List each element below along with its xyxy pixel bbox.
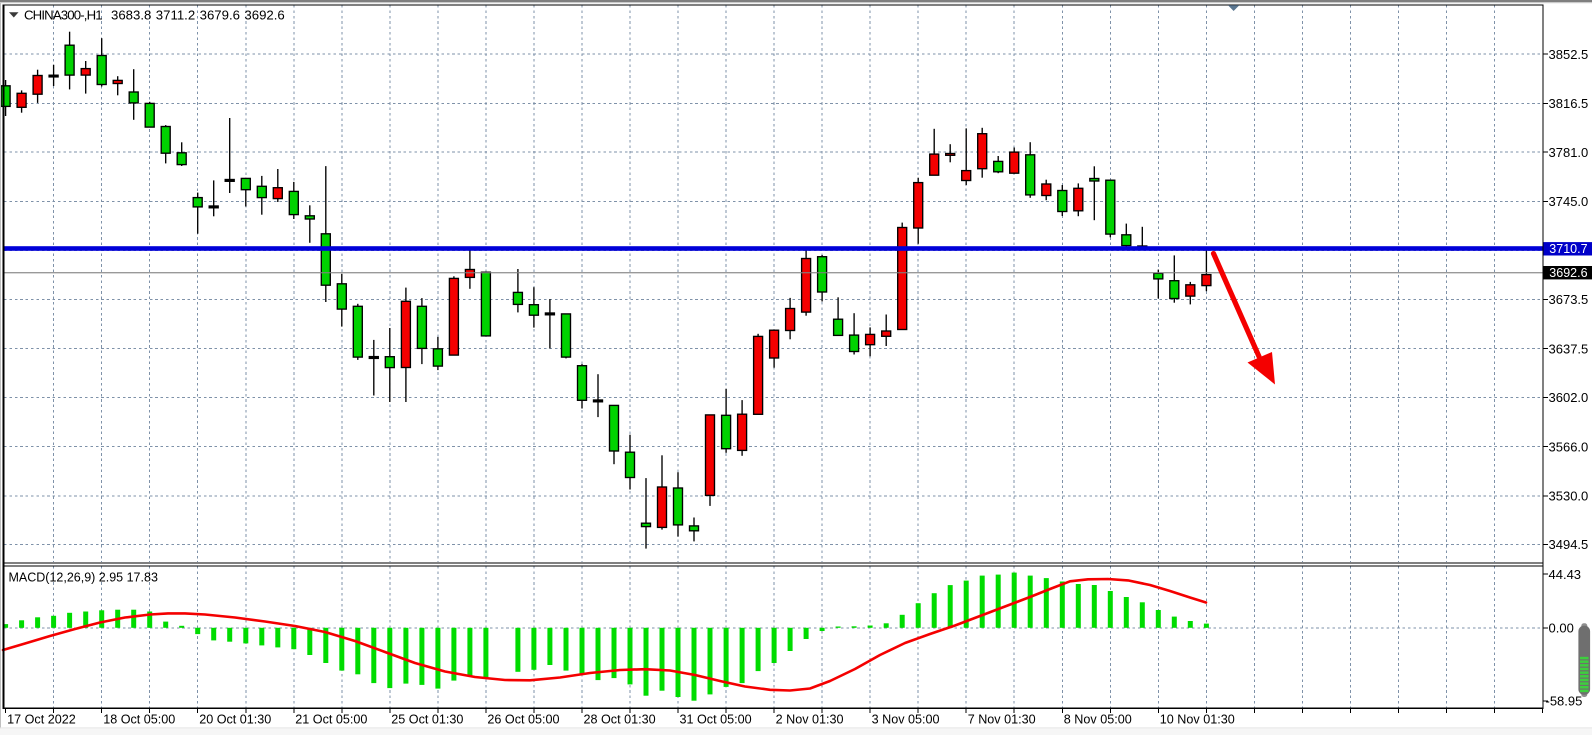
- svg-text:3 Nov 05:00: 3 Nov 05:00: [872, 713, 940, 727]
- svg-text:28 Oct 01:30: 28 Oct 01:30: [584, 713, 656, 727]
- svg-text:3692.6: 3692.6: [1549, 266, 1587, 280]
- svg-text:10 Nov 01:30: 10 Nov 01:30: [1160, 713, 1235, 727]
- svg-text:3494.5: 3494.5: [1549, 537, 1589, 552]
- svg-text:8 Nov 05:00: 8 Nov 05:00: [1064, 713, 1132, 727]
- svg-text:-58.95: -58.95: [1546, 694, 1583, 709]
- svg-text:44.43: 44.43: [1549, 567, 1582, 582]
- svg-text:3673.5: 3673.5: [1549, 292, 1589, 307]
- svg-text:3683.8 3711.2 3679.6 3692.6: 3683.8 3711.2 3679.6 3692.6: [111, 8, 285, 23]
- svg-text:0.00: 0.00: [1549, 621, 1574, 636]
- svg-text:3710.7: 3710.7: [1549, 242, 1587, 256]
- svg-text:7 Nov 01:30: 7 Nov 01:30: [968, 713, 1036, 727]
- svg-text:31 Oct 05:00: 31 Oct 05:00: [680, 713, 752, 727]
- svg-text:3602.0: 3602.0: [1549, 390, 1589, 405]
- svg-text:CHINA300-,H1: CHINA300-,H1: [24, 8, 102, 23]
- svg-text:2 Nov 01:30: 2 Nov 01:30: [776, 713, 844, 727]
- svg-text:3530.0: 3530.0: [1549, 489, 1589, 504]
- svg-text:17 Oct 2022: 17 Oct 2022: [7, 713, 76, 727]
- svg-text:3637.5: 3637.5: [1549, 341, 1589, 356]
- svg-text:20 Oct 01:30: 20 Oct 01:30: [199, 713, 271, 727]
- svg-text:3781.0: 3781.0: [1549, 145, 1589, 160]
- svg-text:3745.0: 3745.0: [1549, 194, 1589, 209]
- svg-text:25 Oct 01:30: 25 Oct 01:30: [391, 713, 463, 727]
- svg-text:21 Oct 05:00: 21 Oct 05:00: [295, 713, 367, 727]
- svg-text:26 Oct 05:00: 26 Oct 05:00: [487, 713, 559, 727]
- svg-text:3566.0: 3566.0: [1549, 439, 1589, 454]
- svg-text:MACD(12,26,9) 2.95 17.83: MACD(12,26,9) 2.95 17.83: [9, 571, 158, 585]
- svg-text:3852.5: 3852.5: [1549, 47, 1589, 62]
- svg-text:18 Oct 05:00: 18 Oct 05:00: [103, 713, 175, 727]
- svg-text:3816.5: 3816.5: [1549, 96, 1589, 111]
